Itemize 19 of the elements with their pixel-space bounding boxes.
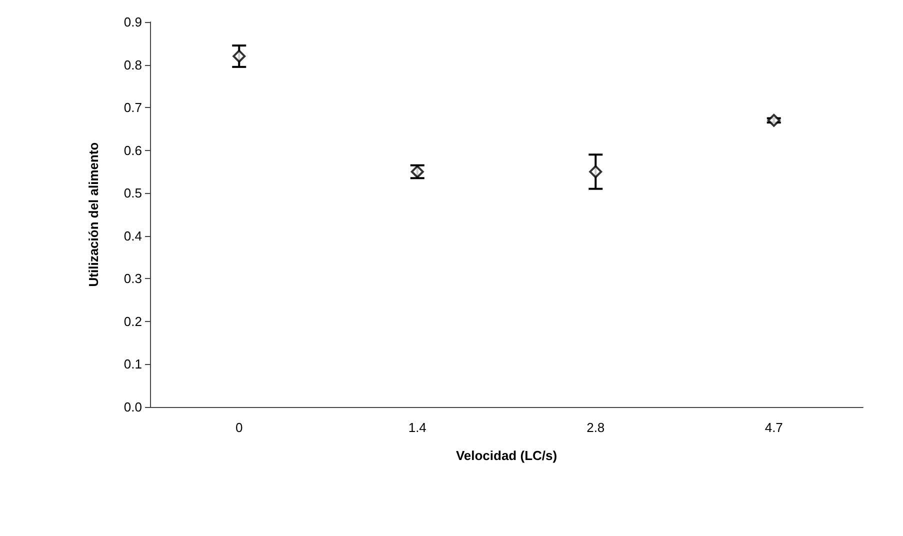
x-tick-label: 4.7	[764, 420, 783, 435]
y-tick-label: 0.8	[124, 57, 142, 72]
y-tick-label: 0.4	[124, 228, 142, 244]
y-tick-label: 0.0	[124, 400, 142, 414]
y-tick-label: 0.1	[124, 356, 142, 372]
x-tick-label: 0	[236, 420, 243, 435]
y-tick-label: 0.3	[124, 271, 142, 286]
point	[232, 50, 246, 63]
y-tick-label: 0.2	[124, 314, 142, 329]
x-axis-title: Velocidad (LC/s)	[456, 448, 558, 463]
point	[767, 114, 780, 127]
y-tick-label: 0.5	[124, 186, 142, 201]
y-tick-label: 0.9	[124, 14, 142, 30]
x-tick-label: 1.4	[408, 420, 426, 435]
x-tick-label: 2.8	[586, 420, 605, 435]
y-tick-label: 0.7	[124, 100, 142, 116]
point	[589, 165, 602, 178]
y-tick-label: 0.6	[124, 142, 142, 158]
y-axis-title: Utilización del alimento	[86, 142, 101, 287]
